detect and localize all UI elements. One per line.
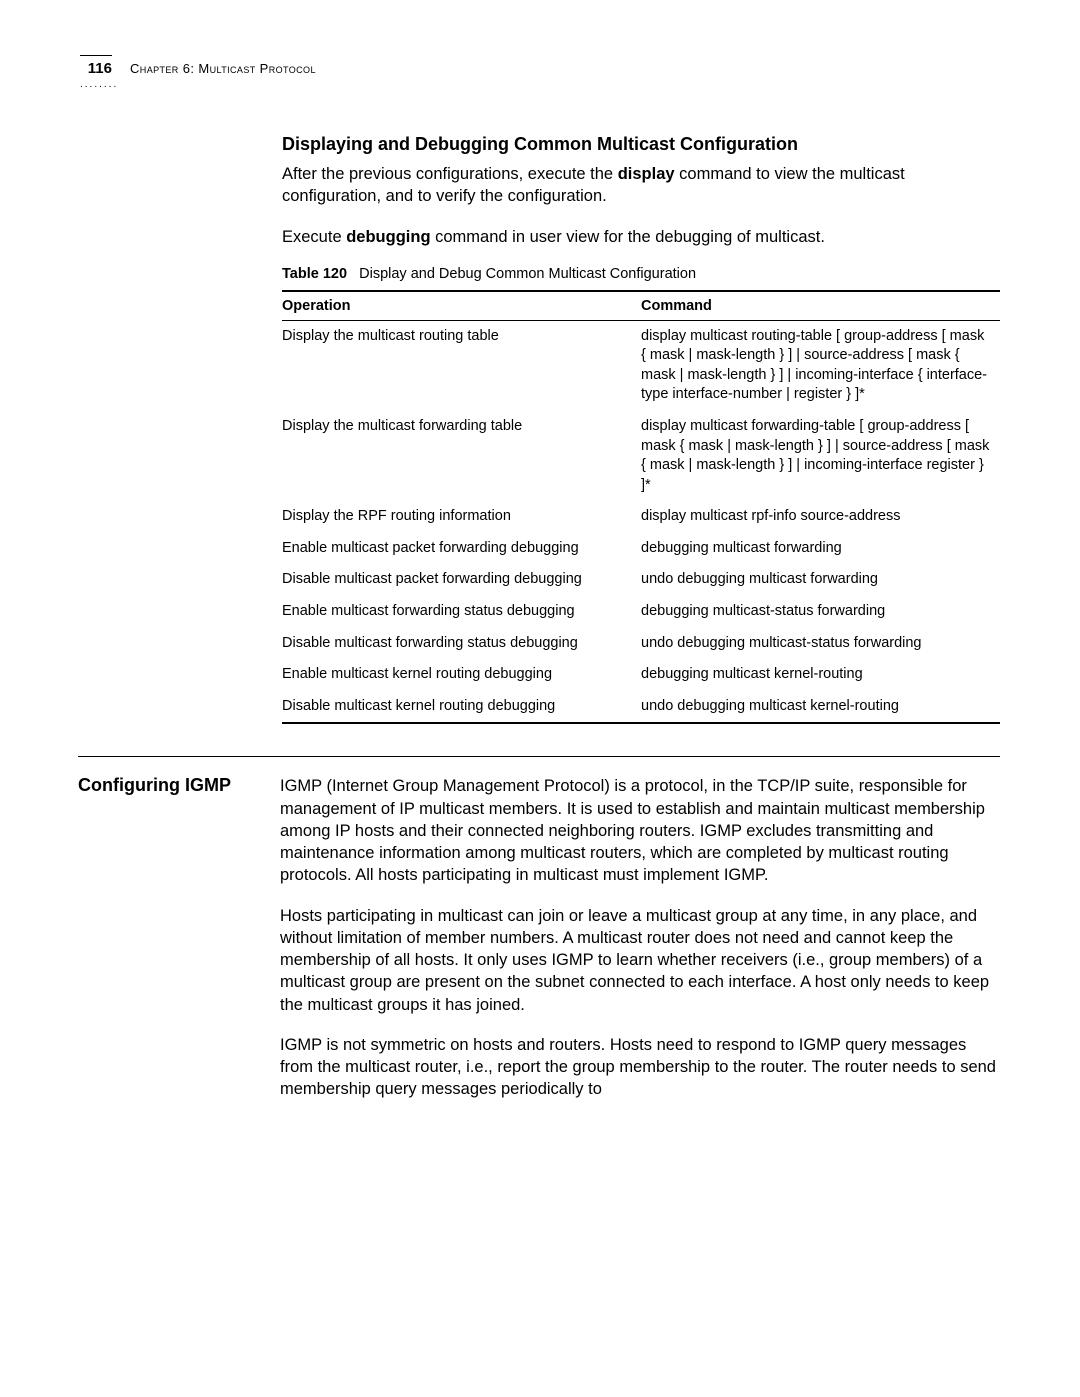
section-title: Displaying and Debugging Common Multicas…: [282, 134, 1000, 155]
side-heading: Configuring IGMP: [78, 775, 280, 796]
cell-operation: Enable multicast packet forwarding debug…: [282, 533, 641, 565]
table-row: Enable multicast packet forwarding debug…: [282, 533, 1000, 565]
column-command: Command: [641, 292, 1000, 320]
table-row: Enable multicast forwarding status debug…: [282, 596, 1000, 628]
cell-operation: Disable multicast forwarding status debu…: [282, 628, 641, 660]
main-content: Displaying and Debugging Common Multicas…: [282, 134, 1000, 1101]
paragraph: After the previous configurations, execu…: [282, 163, 1000, 208]
table-row: Display the multicast forwarding table d…: [282, 411, 1000, 501]
paragraph: IGMP (Internet Group Management Protocol…: [280, 775, 1000, 886]
table-row: Display the RPF routing information disp…: [282, 501, 1000, 533]
cell-operation: Enable multicast forwarding status debug…: [282, 596, 641, 628]
cell-operation: Display the multicast forwarding table: [282, 411, 641, 501]
table-title: Display and Debug Common Multicast Confi…: [359, 266, 696, 282]
table-row: Disable multicast packet forwarding debu…: [282, 564, 1000, 596]
table-row: Disable multicast forwarding status debu…: [282, 628, 1000, 660]
cell-command: display multicast routing-table [ group-…: [641, 321, 1000, 411]
cell-operation: Disable multicast kernel routing debuggi…: [282, 691, 641, 723]
section-body: IGMP (Internet Group Management Protocol…: [280, 775, 1000, 1100]
chapter-label: Chapter 6: Multicast Protocol: [130, 56, 316, 76]
section-configuring-igmp: Configuring IGMP IGMP (Internet Group Ma…: [78, 756, 1000, 1100]
cell-command: undo debugging multicast forwarding: [641, 564, 1000, 596]
text-run: After the previous configurations, execu…: [282, 165, 618, 183]
table-row: Enable multicast kernel routing debuggin…: [282, 659, 1000, 691]
table-header-row: Operation Command: [282, 292, 1000, 320]
cell-operation: Enable multicast kernel routing debuggin…: [282, 659, 641, 691]
table-body: Display the multicast routing table disp…: [282, 320, 1000, 722]
cell-command: undo debugging multicast-status forwardi…: [641, 628, 1000, 660]
cell-command: undo debugging multicast kernel-routing: [641, 691, 1000, 723]
cell-command: display multicast forwarding-table [ gro…: [641, 411, 1000, 501]
text-run: command in user view for the debugging o…: [431, 228, 825, 246]
text-run: Execute: [282, 228, 346, 246]
cell-operation: Disable multicast packet forwarding debu…: [282, 564, 641, 596]
cell-command: debugging multicast kernel-routing: [641, 659, 1000, 691]
table-label: Table 120: [282, 266, 347, 282]
cell-operation: Display the RPF routing information: [282, 501, 641, 533]
cell-operation: Display the multicast routing table: [282, 321, 641, 411]
cell-command: debugging multicast-status forwarding: [641, 596, 1000, 628]
cell-command: debugging multicast forwarding: [641, 533, 1000, 565]
column-operation: Operation: [282, 292, 641, 320]
paragraph: Execute debugging command in user view f…: [282, 226, 1000, 248]
command-table: Operation Command Display the multicast …: [282, 292, 1000, 722]
decorative-dots-icon: ........: [80, 79, 1000, 90]
table-row: Display the multicast routing table disp…: [282, 321, 1000, 411]
page: 116 Chapter 6: Multicast Protocol ......…: [0, 0, 1080, 1397]
running-header: 116 Chapter 6: Multicast Protocol: [80, 55, 1000, 77]
paragraph: Hosts participating in multicast can joi…: [280, 905, 1000, 1016]
display-keyword: display: [618, 165, 675, 183]
cell-command: display multicast rpf-info source-addres…: [641, 501, 1000, 533]
debugging-keyword: debugging: [346, 228, 430, 246]
table-row: Disable multicast kernel routing debuggi…: [282, 691, 1000, 723]
table-bottom-rule: [282, 722, 1000, 724]
page-number: 116: [80, 55, 112, 77]
table-caption: Table 120 Display and Debug Common Multi…: [282, 266, 1000, 282]
paragraph: IGMP is not symmetric on hosts and route…: [280, 1034, 1000, 1101]
